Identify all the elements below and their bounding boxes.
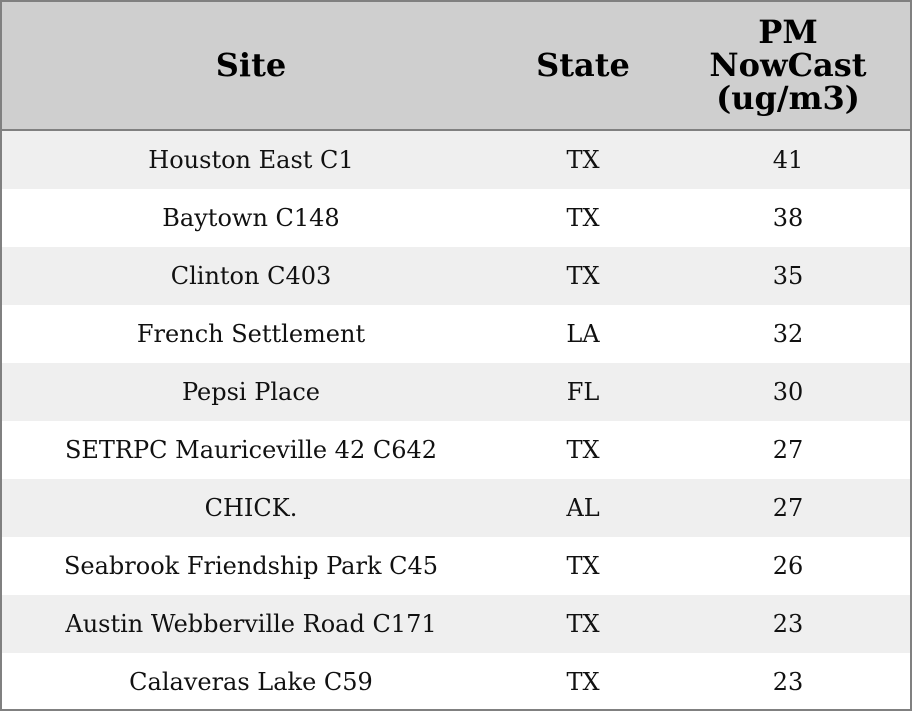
table-cell: 27 <box>666 479 910 537</box>
header-line: NowCast <box>709 46 867 84</box>
table-body: Houston East C1 TX 41 Baytown C148 TX 38 Clint… <box>2 130 910 709</box>
table-row: Calaveras Lake C59 TX 23 <box>2 653 910 709</box>
table-row: Baytown C148 TX 38 <box>2 189 910 247</box>
table-cell: Baytown C148 <box>2 189 500 247</box>
table-cell: Pepsi Place <box>2 363 500 421</box>
table-row: French Settlement LA 32 <box>2 305 910 363</box>
table-cell: TX <box>500 189 666 247</box>
header-cell: State <box>500 2 666 131</box>
table-row: Austin Webberville Road C171 TX 23 <box>2 595 910 653</box>
table-row: Clinton C403 TX 35 <box>2 247 910 305</box>
table-cell: 32 <box>666 305 910 363</box>
table-cell: Houston East C1 <box>2 130 500 189</box>
table-cell: FL <box>500 363 666 421</box>
table-cell: CHICK. <box>2 479 500 537</box>
table-cell: 23 <box>666 595 910 653</box>
table-cell: 35 <box>666 247 910 305</box>
table-cell: AL <box>500 479 666 537</box>
table-cell: French Settlement <box>2 305 500 363</box>
table-row: Pepsi Place FL 30 <box>2 363 910 421</box>
table-cell: TX <box>500 421 666 479</box>
table-row: Houston East C1 TX 41 <box>2 130 910 189</box>
table-cell: Austin Webberville Road C171 <box>2 595 500 653</box>
table-cell: 38 <box>666 189 910 247</box>
table-row: Seabrook Friendship Park C45 TX 26 <box>2 537 910 595</box>
table-cell: 41 <box>666 130 910 189</box>
table-cell: SETRPC Mauriceville 42 C642 <box>2 421 500 479</box>
table-cell: TX <box>500 595 666 653</box>
table-cell: LA <box>500 305 666 363</box>
header-line: (ug/m3) <box>716 79 860 117</box>
header-row: Site State PM NowCast (ug/m3) <box>2 2 910 131</box>
table-cell: Clinton C403 <box>2 247 500 305</box>
header-cell: PM NowCast (ug/m3) <box>666 2 910 131</box>
table-cell: 27 <box>666 421 910 479</box>
header-line: PM <box>758 13 818 51</box>
table-cell: TX <box>500 130 666 189</box>
table-cell: Seabrook Friendship Park C45 <box>2 537 500 595</box>
table-cell: 23 <box>666 653 910 709</box>
table-row: CHICK. AL 27 <box>2 479 910 537</box>
table-cell: TX <box>500 247 666 305</box>
table-cell: TX <box>500 653 666 709</box>
table-row: SETRPC Mauriceville 42 C642 TX 27 <box>2 421 910 479</box>
table-cell: Calaveras Lake C59 <box>2 653 500 709</box>
table-cell: 30 <box>666 363 910 421</box>
header-cell: Site <box>2 2 500 131</box>
table-cell: 26 <box>666 537 910 595</box>
table-cell: TX <box>500 537 666 595</box>
